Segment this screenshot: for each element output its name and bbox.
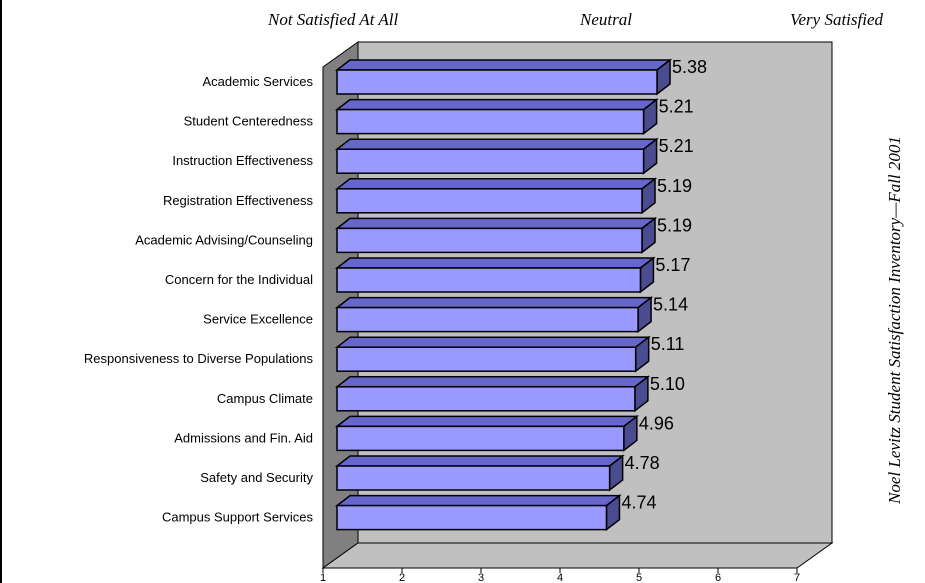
bar-9 [334, 375, 651, 413]
category-label: Responsiveness to Diverse Populations [84, 351, 314, 366]
bar-11 [334, 454, 625, 492]
bar-front-face [336, 267, 642, 293]
bar-6 [334, 256, 656, 294]
bar-top-face [334, 59, 673, 71]
survey-source-title: Noel Levitz Student Satisfaction Invento… [885, 136, 904, 504]
bar-1 [334, 58, 673, 96]
bar-top-face [334, 336, 651, 348]
bar-2 [334, 98, 659, 136]
bar-front-face [336, 306, 639, 333]
bar-value-label: 4.78 [625, 453, 660, 473]
scale-label-very-satisfied: Very Satisfied [790, 10, 884, 29]
category-label: Registration Effectiveness [163, 193, 314, 208]
bar-top-face [334, 98, 659, 111]
bar-top-face [334, 415, 640, 428]
frame-left-border [0, 0, 2, 583]
category-label: Instruction Effectiveness [172, 153, 313, 168]
bar-value-label: 5.19 [657, 176, 692, 196]
bar-top-face [334, 296, 654, 309]
bar-value-label: 5.21 [659, 136, 694, 156]
bar-front-face [336, 504, 608, 531]
bar-front-face [336, 346, 637, 372]
x-tick-label: 5 [636, 572, 642, 583]
bar-value-label: 4.96 [639, 413, 674, 433]
bar-top-face [334, 178, 658, 190]
scale-label-neutral: Neutral [580, 10, 632, 29]
bar-value-label: 5.11 [651, 334, 685, 354]
bar-4 [334, 177, 658, 215]
category-label: Service Excellence [203, 312, 313, 327]
bar-front-face [336, 465, 611, 491]
bar-front-face [336, 69, 658, 95]
bar-top-face [334, 257, 656, 269]
bar-3 [334, 137, 659, 175]
bar-value-label: 5.17 [655, 255, 690, 275]
bar-10 [334, 414, 640, 452]
bar-12 [334, 494, 622, 532]
bar-value-label: 5.14 [653, 295, 688, 315]
x-tick-label: 7 [794, 572, 800, 583]
bar-value-label: 5.10 [650, 374, 685, 394]
bar-top-face [334, 376, 651, 388]
bar-front-face [336, 188, 643, 214]
x-tick-label: 6 [715, 572, 721, 583]
bar-front-face [336, 386, 636, 412]
x-tick-label: 1 [320, 572, 326, 583]
category-label: Academic Advising/Counseling [135, 232, 313, 247]
bar-value-label: 4.74 [621, 493, 656, 513]
scale-label-not-satisfied: Not Satisfied At All [268, 10, 399, 29]
x-tick-label: 4 [557, 572, 563, 583]
bar-top-face [334, 217, 658, 230]
bar-front-face [336, 108, 645, 135]
bar-5 [334, 216, 658, 254]
chart-floor [321, 542, 834, 569]
bar-top-face [334, 455, 625, 467]
bar-7 [334, 296, 654, 334]
x-tick-label: 2 [399, 572, 405, 583]
bar-top-face [334, 494, 622, 507]
x-tick-label: 3 [478, 572, 484, 583]
bar-8 [334, 335, 651, 373]
category-label: Concern for the Individual [165, 272, 313, 287]
bar-top-face [334, 138, 659, 150]
bar-front-face [336, 425, 625, 452]
bar-front-face [336, 227, 643, 254]
category-label: Campus Climate [217, 391, 313, 406]
category-label: Student Centeredness [184, 114, 314, 129]
category-label: Safety and Security [200, 470, 313, 485]
bar-value-label: 5.19 [657, 215, 692, 235]
category-label: Academic Services [202, 74, 313, 89]
category-label: Campus Support Services [162, 510, 314, 525]
bar-value-label: 5.38 [672, 57, 707, 77]
bar-front-face [336, 148, 645, 174]
bar-value-label: 5.21 [659, 97, 694, 117]
category-label: Admissions and Fin. Aid [174, 430, 313, 445]
